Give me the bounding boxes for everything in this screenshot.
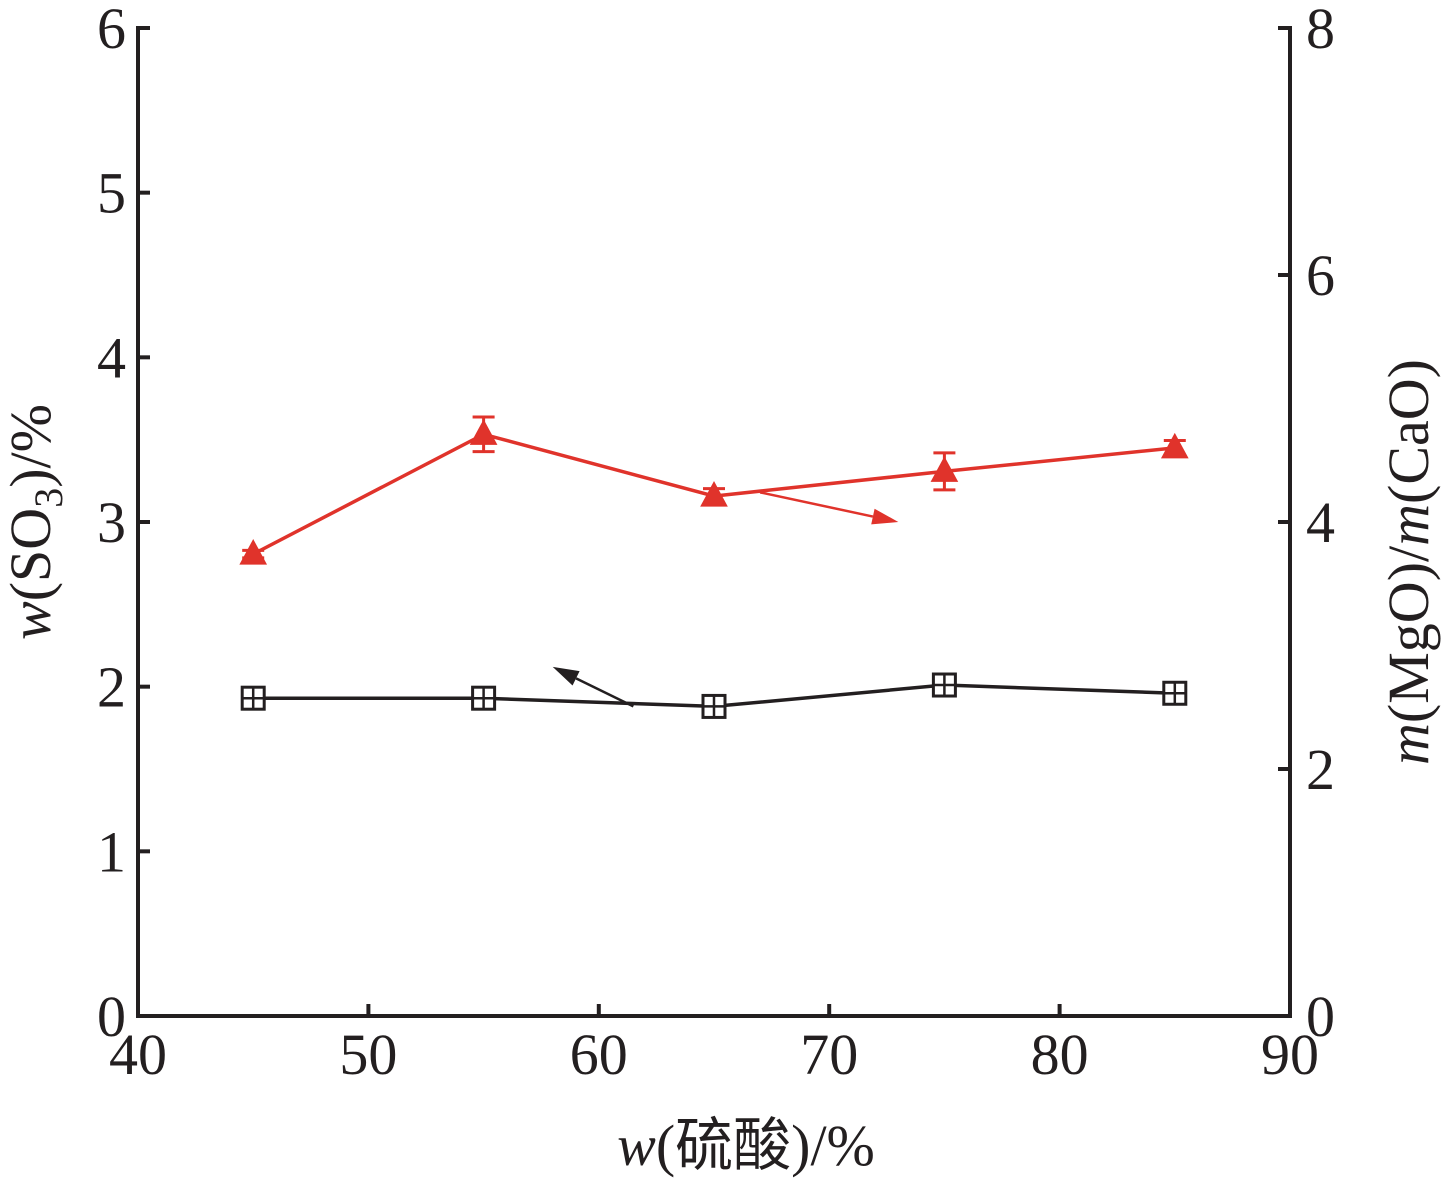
square-cross-marker	[471, 685, 497, 711]
arrow-head	[552, 666, 580, 686]
axes	[136, 26, 1292, 1018]
arrow-head	[871, 508, 899, 525]
x-tick-label: 50	[339, 1022, 397, 1087]
left-y-axis-title: w(SO3)/%	[0, 404, 71, 640]
left-y-tick-label: 0	[97, 984, 126, 1049]
x-axis-title: w(硫酸)/%	[617, 1113, 875, 1178]
right-y-tick-label: 8	[1306, 0, 1335, 61]
right-y-tick-label: 0	[1306, 984, 1335, 1049]
annotation-arrows	[552, 491, 899, 708]
triangle-marker	[469, 419, 498, 445]
right-y-tick-label: 2	[1306, 737, 1335, 802]
square-cross-marker	[1162, 680, 1188, 706]
arrow-shaft	[575, 677, 634, 708]
series-1	[240, 672, 1188, 719]
triangle-marker	[239, 539, 268, 565]
right-y-axis-title: m(MgO)/m(CaO)	[1376, 359, 1441, 765]
x-tick-label: 60	[570, 1022, 628, 1087]
series-2	[239, 415, 1189, 565]
triangle-marker	[1160, 432, 1189, 459]
left-y-tick-label: 1	[97, 819, 126, 884]
series-layer	[239, 415, 1189, 719]
right-y-tick-label: 4	[1306, 490, 1335, 555]
triangle-marker	[700, 481, 728, 507]
right-y-tick-label: 6	[1306, 243, 1335, 308]
right-axis-indicator-arrow	[759, 491, 899, 525]
square-cross-marker	[701, 693, 727, 719]
x-tick-label: 70	[800, 1022, 858, 1087]
square-cross-marker	[240, 685, 266, 711]
left-y-tick-label: 2	[97, 655, 126, 720]
left-y-tick-label: 4	[97, 325, 126, 390]
x-tick-label: 40	[109, 1022, 167, 1087]
left-y-tick-label: 5	[97, 161, 126, 226]
triangle-marker	[930, 456, 959, 482]
arrow-shaft	[759, 491, 874, 518]
left-y-tick-label: 3	[97, 490, 126, 555]
square-cross-marker	[931, 672, 957, 698]
left-y-tick-label: 6	[97, 0, 126, 61]
x-tick-label: 80	[1031, 1022, 1089, 1087]
left-axis-indicator-arrow	[552, 666, 634, 708]
x-tick-label: 90	[1261, 1022, 1319, 1087]
